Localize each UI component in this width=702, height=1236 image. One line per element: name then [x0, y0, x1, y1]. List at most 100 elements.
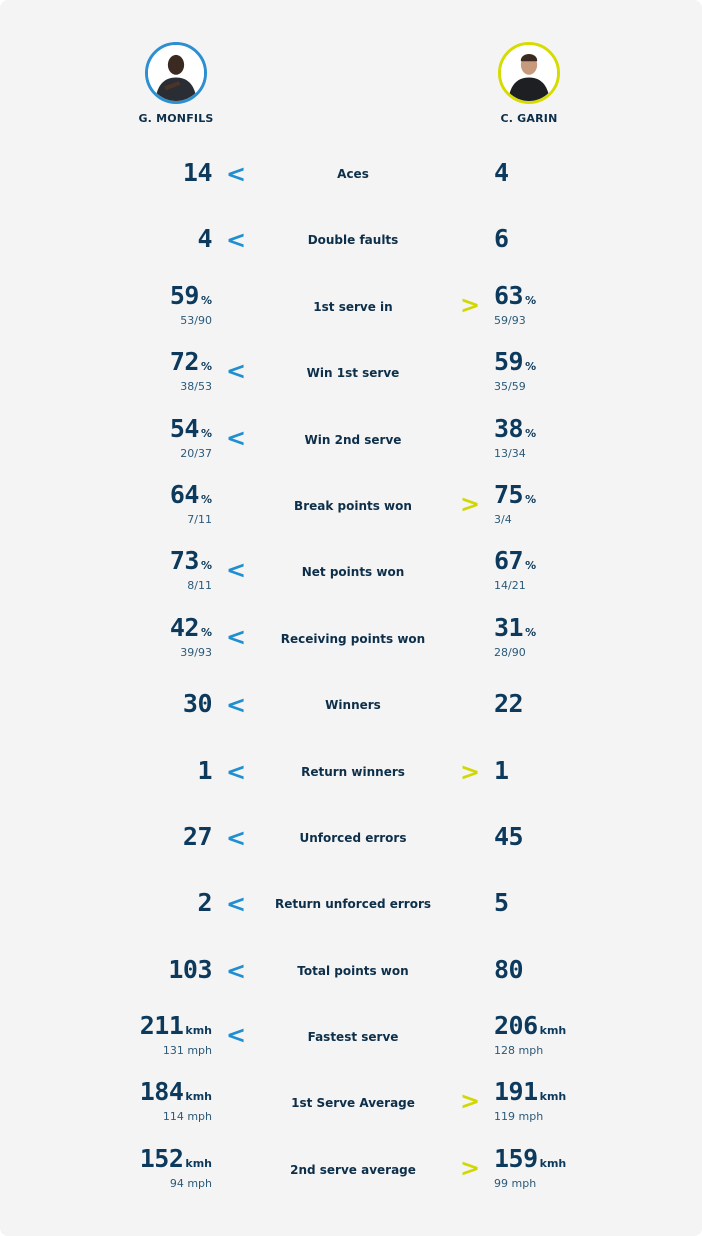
left-leader-arrow-icon: < — [226, 823, 247, 852]
stat-unit: kmh — [185, 1024, 212, 1038]
right-player-stat: 6 — [494, 224, 509, 253]
stat-label: Unforced errors — [299, 830, 407, 845]
left-player-stat: 1 — [197, 756, 212, 785]
stat-row: 64% 7/11 Break points won >75% 3/4 — [0, 472, 702, 538]
stat-row: 54% 20/37 < Win 2nd serve 38% 13/34 — [0, 406, 702, 472]
right-player-stat: 4 — [494, 158, 509, 187]
stat-row: 1 < Return winners >1 — [0, 738, 702, 804]
right-leader-arrow-icon: > — [460, 489, 481, 518]
left-player-stat: 211 kmh 131 mph — [140, 1011, 212, 1057]
stat-value: 1 — [494, 755, 509, 785]
stat-detail: 13/34 — [494, 446, 526, 460]
stat-value: 4 — [494, 158, 509, 187]
left-player-stat: 42% 39/93 — [170, 613, 212, 659]
right-player-stat: 67% 14/21 — [494, 546, 536, 592]
stat-label: Win 1st serve — [306, 366, 400, 381]
stats-list: 14 < Aces 4 4 < Double faults 6 59% 53/90 1st serv… — [0, 140, 702, 1202]
stat-detail: 53/90 — [180, 313, 212, 327]
stat-value: 4 — [197, 224, 212, 254]
stat-value: 67 — [494, 546, 524, 576]
left-player-stat: 2 — [197, 888, 212, 917]
stat-unit: kmh — [539, 1090, 567, 1104]
right-player-stat: 5 — [494, 888, 509, 917]
stat-label: Return winners — [301, 764, 405, 779]
stat-detail: 114 mph — [162, 1110, 212, 1124]
right-player-stat: 80 — [494, 955, 524, 984]
right-player-stat: 1 — [494, 756, 509, 785]
stat-row: 152 kmh 94 mph 2nd serve average >159 kmh 99 m… — [0, 1136, 702, 1202]
stat-row: 103 < Total points won 80 — [0, 937, 702, 1003]
stat-row: 72% 38/53 < Win 1st serve 59% 35/59 — [0, 339, 702, 405]
player-photo-icon — [501, 45, 557, 101]
stat-label: Receiving points won — [280, 631, 426, 646]
stat-row: 73% 8/11 < Net points won 67% 14/21 — [0, 538, 702, 604]
left-player-stat: 27 — [182, 821, 213, 851]
stat-detail: 28/90 — [494, 645, 526, 659]
stat-row: 27 < Unforced errors 45 — [0, 804, 702, 870]
stat-value: 31 — [494, 612, 524, 642]
stat-detail: 35/59 — [494, 380, 526, 394]
left-leader-arrow-icon: < — [226, 556, 247, 585]
stat-value: 206 — [494, 1011, 538, 1041]
player-name: G. MONFILS — [138, 112, 214, 125]
stat-unit: kmh — [539, 1156, 567, 1170]
stat-row: 4 < Double faults 6 — [0, 206, 702, 272]
left-player-stat: 14 — [183, 158, 213, 187]
avatar[interactable] — [145, 42, 207, 104]
stat-value: 63 — [494, 280, 524, 310]
left-leader-arrow-icon: < — [226, 357, 247, 386]
stat-detail: 99 mph — [494, 1176, 537, 1190]
stat-label: Break points won — [294, 498, 412, 513]
right-leader-arrow-icon: > — [460, 290, 481, 319]
right-player-stat: 206 kmh 128 mph — [494, 1011, 566, 1057]
left-player-stat: 72% 38/53 — [170, 347, 212, 393]
stat-row: 14 < Aces 4 — [0, 140, 702, 206]
player-name: C. GARIN — [500, 112, 558, 125]
stat-detail: 8/11 — [187, 579, 212, 593]
left-leader-arrow-icon: < — [226, 890, 247, 919]
player-left: G. MONFILS — [116, 42, 236, 125]
stat-label: Return unforced errors — [274, 897, 432, 912]
stat-unit: % — [525, 625, 537, 639]
stat-value: 75 — [494, 479, 524, 509]
stat-detail: 128 mph — [494, 1044, 544, 1058]
right-player-stat: 31% 28/90 — [494, 613, 536, 659]
stat-unit: % — [200, 293, 212, 307]
stat-label: 1st Serve Average — [291, 1096, 415, 1111]
stat-value: 159 — [494, 1143, 538, 1173]
stat-value: 191 — [494, 1077, 538, 1107]
left-leader-arrow-icon: < — [226, 160, 247, 188]
right-player-stat: 75% 3/4 — [494, 480, 536, 526]
right-player-stat: 22 — [494, 689, 524, 719]
stat-detail: 39/93 — [180, 645, 212, 659]
right-leader-arrow-icon: > — [460, 757, 481, 786]
left-player-stat: 54% 20/37 — [170, 414, 212, 460]
stat-unit: % — [525, 559, 537, 573]
left-leader-arrow-icon: < — [226, 226, 247, 255]
stat-value: 22 — [494, 689, 524, 719]
stat-row: 30 < Winners 22 — [0, 671, 702, 737]
stat-label: 1st serve in — [313, 299, 393, 314]
stat-detail: 59/93 — [494, 313, 526, 327]
stat-value: 152 — [139, 1143, 184, 1173]
stat-detail: 38/53 — [180, 380, 212, 394]
stat-unit: kmh — [539, 1024, 567, 1038]
stat-unit: % — [200, 360, 212, 374]
stat-value: 27 — [182, 821, 213, 851]
stat-value: 211 — [139, 1011, 184, 1041]
stat-value: 72 — [169, 347, 200, 377]
stat-unit: % — [200, 559, 212, 573]
stat-unit: kmh — [185, 1156, 212, 1170]
stat-detail: 3/4 — [494, 512, 512, 526]
stat-label: Net points won — [301, 565, 405, 580]
right-player-stat: 38% 13/34 — [494, 414, 536, 460]
stat-value: 54 — [169, 413, 200, 443]
stat-value: 30 — [182, 689, 213, 719]
left-player-stat: 184 kmh 114 mph — [140, 1077, 212, 1123]
left-player-stat: 152 kmh 94 mph — [140, 1144, 212, 1190]
left-player-stat: 73% 8/11 — [170, 546, 212, 592]
stat-label: Winners — [325, 698, 381, 713]
stat-label: Double faults — [307, 233, 399, 248]
avatar[interactable] — [498, 42, 560, 104]
